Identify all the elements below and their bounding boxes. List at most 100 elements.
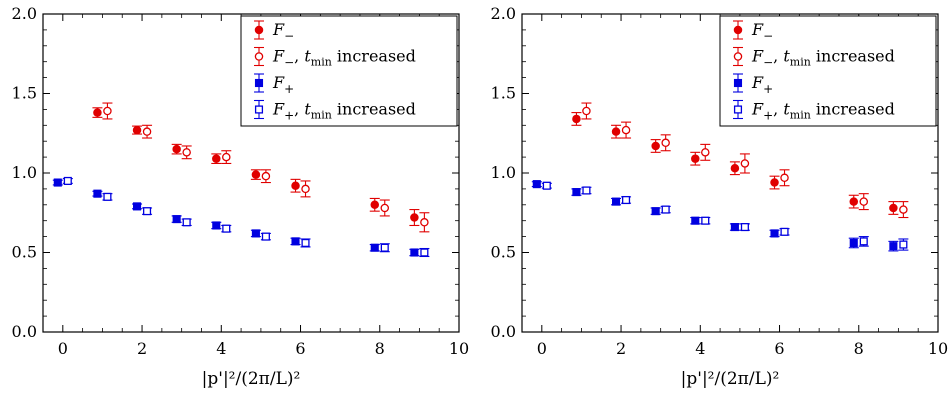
legend-box <box>240 15 458 127</box>
data-point <box>251 170 261 179</box>
data-point <box>53 178 62 187</box>
legend: F− F−, tmin increased F+ F+, tmin increased <box>240 15 458 127</box>
data-point <box>730 163 740 173</box>
data-point <box>172 144 181 154</box>
data-point <box>889 203 898 213</box>
data-point <box>859 237 868 246</box>
data-point <box>770 229 779 238</box>
data-point <box>103 106 112 116</box>
x-axis-title: |p'|²/(2π/L)² <box>202 369 301 389</box>
legend-box <box>719 15 937 127</box>
legend-marker <box>733 52 743 61</box>
series-4 <box>541 181 909 251</box>
data-point <box>93 189 102 198</box>
x-tick-label: 10 <box>928 339 948 358</box>
y-tick-label: 0.0 <box>12 322 37 341</box>
data-point <box>380 203 390 213</box>
data-point <box>572 114 581 124</box>
legend-entry: F+, tmin increased <box>751 100 895 123</box>
data-point <box>849 197 859 206</box>
y-tick-label: 0.5 <box>12 243 37 262</box>
y-tick-label: 1.5 <box>12 84 37 103</box>
x-tick-label: 4 <box>695 339 705 358</box>
data-point <box>780 173 789 183</box>
data-point <box>740 223 749 232</box>
data-point <box>691 154 700 163</box>
data-point <box>251 229 260 238</box>
data-point <box>93 108 102 117</box>
series-1 <box>571 112 899 215</box>
x-tick-label: 0 <box>58 339 68 358</box>
x-tick-label: 2 <box>137 339 147 358</box>
legend-marker <box>254 105 264 114</box>
data-point <box>611 197 621 206</box>
legend-entry: F− <box>272 20 294 43</box>
data-point <box>730 223 739 232</box>
legend: F− F−, tmin increased F+ F+, tmin increased <box>719 15 937 127</box>
x-tick-label: 6 <box>295 339 305 358</box>
data-point <box>770 178 779 187</box>
legend-entry: F+ <box>751 73 773 96</box>
data-point <box>212 154 221 163</box>
data-point <box>291 237 300 246</box>
legend-marker <box>254 25 264 35</box>
x-tick-label: 8 <box>375 339 385 358</box>
data-point <box>661 138 670 148</box>
data-point <box>740 159 750 168</box>
y-tick-label: 0.5 <box>491 243 516 262</box>
legend-marker <box>254 52 264 61</box>
x-tick-label: 0 <box>537 339 547 358</box>
legend-marker <box>733 105 743 114</box>
legend-marker <box>733 78 743 88</box>
data-point <box>542 181 551 190</box>
x-tick-label: 8 <box>854 339 864 358</box>
series-3 <box>531 180 899 252</box>
series-2 <box>581 102 909 219</box>
data-point <box>701 148 710 157</box>
legend-entry: F−, tmin increased <box>272 47 416 70</box>
x-axis-title: |p'|²/(2π/L)² <box>681 369 780 389</box>
data-point <box>222 224 231 233</box>
legend-marker <box>733 25 743 35</box>
data-point <box>651 141 660 151</box>
data-point <box>182 218 191 227</box>
chart-panel-1: 0 2 4 6 8 10 0.0 0.5 1.0 1.5 2.0 |p'|²/(2π/L)² F− F−,… <box>12 4 470 389</box>
x-tick-label: 2 <box>616 339 626 358</box>
series-2 <box>102 102 430 233</box>
y-tick-label: 1.5 <box>491 84 516 103</box>
legend-entry: F+ <box>272 73 294 96</box>
data-point <box>621 195 631 205</box>
data-point <box>899 240 908 249</box>
data-point <box>701 216 710 225</box>
data-point <box>301 184 310 194</box>
legend-marker <box>254 78 264 88</box>
data-point <box>621 125 631 135</box>
data-point <box>142 127 152 136</box>
data-point <box>532 180 541 189</box>
data-point <box>410 248 419 257</box>
data-point <box>859 197 869 206</box>
data-point <box>261 232 270 241</box>
data-point <box>182 148 191 157</box>
data-point <box>380 243 389 252</box>
data-point <box>370 200 380 210</box>
data-point <box>661 205 670 214</box>
data-point <box>142 207 152 216</box>
data-point <box>370 243 379 252</box>
legend-entry: F+, tmin increased <box>272 100 416 123</box>
y-tick-label: 1.0 <box>12 163 37 182</box>
data-point <box>582 106 591 116</box>
data-point <box>691 216 700 225</box>
data-point <box>172 215 181 224</box>
data-point <box>63 176 72 186</box>
data-point <box>572 188 581 197</box>
data-point <box>222 152 231 162</box>
data-point <box>261 171 271 181</box>
data-point <box>103 192 112 201</box>
data-point <box>889 242 898 251</box>
data-point <box>301 238 310 248</box>
data-point <box>611 127 621 136</box>
x-tick-label: 4 <box>216 339 226 358</box>
